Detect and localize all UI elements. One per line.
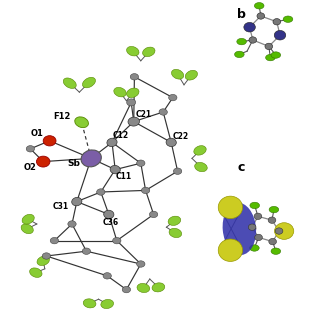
Text: Sb: Sb [67,159,80,168]
Ellipse shape [103,273,111,279]
Ellipse shape [101,300,114,308]
Ellipse shape [21,224,33,234]
Ellipse shape [26,146,35,152]
Ellipse shape [244,22,255,32]
Text: F12: F12 [53,112,70,121]
Ellipse shape [107,138,117,147]
Ellipse shape [218,239,243,261]
Ellipse shape [168,216,181,225]
Ellipse shape [250,202,260,209]
Ellipse shape [137,261,145,267]
Ellipse shape [271,248,281,254]
Ellipse shape [43,136,56,146]
Ellipse shape [254,3,264,9]
Ellipse shape [173,168,182,174]
Ellipse shape [113,237,121,244]
Text: C22: C22 [173,132,189,141]
Ellipse shape [104,210,114,219]
Ellipse shape [127,46,139,56]
Ellipse shape [97,189,105,195]
Ellipse shape [68,221,76,227]
Ellipse shape [137,160,145,166]
Ellipse shape [249,37,257,43]
Ellipse shape [275,228,283,234]
Ellipse shape [63,78,76,88]
Ellipse shape [82,248,91,254]
Ellipse shape [223,203,256,255]
Text: C11: C11 [116,172,132,181]
Text: c: c [238,161,245,173]
Ellipse shape [248,224,256,230]
Ellipse shape [195,163,207,172]
Text: O1: O1 [31,129,44,138]
Text: b: b [237,8,246,21]
Ellipse shape [275,223,294,239]
Ellipse shape [283,16,293,22]
Ellipse shape [269,238,276,245]
Ellipse shape [169,228,182,237]
Ellipse shape [42,253,51,259]
Text: C12: C12 [113,131,129,140]
Text: C21: C21 [135,110,151,119]
Ellipse shape [271,52,281,58]
Ellipse shape [127,88,139,98]
Ellipse shape [237,38,246,45]
Ellipse shape [72,197,82,206]
Ellipse shape [36,156,50,167]
Ellipse shape [137,284,150,292]
Ellipse shape [141,187,150,194]
Ellipse shape [194,146,206,155]
Ellipse shape [185,70,197,80]
Ellipse shape [265,43,273,50]
Ellipse shape [235,51,244,58]
Ellipse shape [255,234,262,241]
Ellipse shape [266,54,275,61]
Ellipse shape [81,150,101,167]
Ellipse shape [166,138,176,147]
Text: C31: C31 [53,202,69,211]
Ellipse shape [37,256,49,266]
Ellipse shape [269,206,279,213]
Ellipse shape [152,283,165,292]
Ellipse shape [268,217,276,223]
Ellipse shape [122,286,131,293]
Ellipse shape [149,211,158,218]
Ellipse shape [22,214,34,224]
Ellipse shape [143,47,155,57]
Ellipse shape [172,69,184,79]
Ellipse shape [218,196,243,219]
Ellipse shape [130,74,139,80]
Ellipse shape [128,117,140,126]
Ellipse shape [114,87,126,97]
Ellipse shape [50,237,59,244]
Ellipse shape [159,109,167,115]
Ellipse shape [274,30,286,40]
Ellipse shape [169,94,177,101]
Text: O2: O2 [24,163,37,172]
Ellipse shape [257,13,265,19]
Ellipse shape [273,19,281,25]
Ellipse shape [30,268,42,277]
Ellipse shape [250,245,259,251]
Ellipse shape [254,213,262,220]
Ellipse shape [127,99,136,106]
Ellipse shape [83,299,96,308]
Ellipse shape [75,117,88,128]
Ellipse shape [110,165,120,174]
Ellipse shape [83,77,95,88]
Text: C36: C36 [102,218,118,227]
